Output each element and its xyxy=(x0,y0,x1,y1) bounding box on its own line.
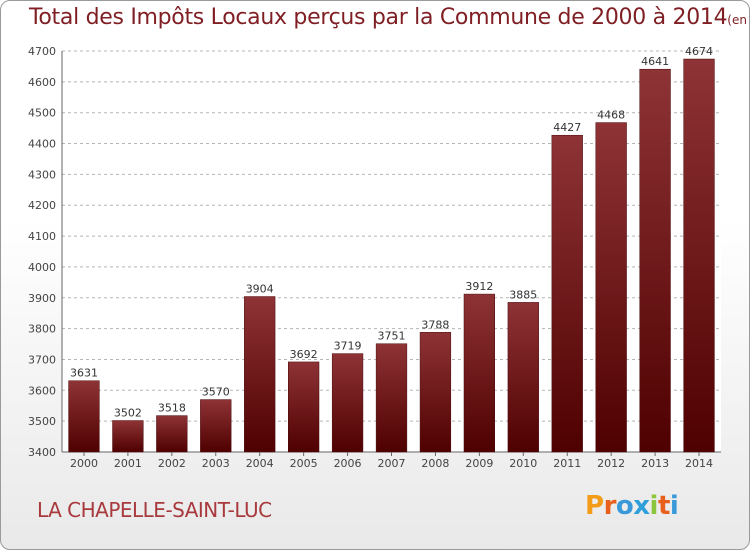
x-tick-label: 2004 xyxy=(246,457,274,470)
bar xyxy=(507,302,539,453)
y-tick-label: 4100 xyxy=(28,230,56,243)
bar xyxy=(375,343,408,453)
y-tick-label: 4300 xyxy=(28,168,56,181)
brand-letter: t xyxy=(657,491,670,521)
y-tick-label: 4700 xyxy=(28,45,56,58)
x-tick-label: 2010 xyxy=(509,457,537,470)
y-tick-label: 3500 xyxy=(28,415,56,428)
y-tick-label: 3800 xyxy=(28,323,56,336)
y-tick-label: 3700 xyxy=(28,353,56,366)
data-label: 3885 xyxy=(509,288,537,301)
data-label: 3751 xyxy=(378,330,406,343)
bar xyxy=(68,380,100,453)
chart-title-text: Total des Impôts Locaux perçus par la Co… xyxy=(29,5,728,30)
x-tick-label: 2002 xyxy=(158,457,186,470)
y-tick-label: 3400 xyxy=(28,446,56,459)
brand-logo: Proxiti xyxy=(585,491,679,521)
x-tick-label: 2009 xyxy=(465,457,493,470)
brand-letter: x xyxy=(633,491,650,521)
brand-letter: r xyxy=(603,491,617,521)
y-tick-label: 4500 xyxy=(28,107,56,120)
brand-letter: i xyxy=(649,491,659,521)
data-label: 3570 xyxy=(202,386,230,399)
x-tick-label: 2012 xyxy=(597,457,625,470)
x-tick-label: 2013 xyxy=(641,457,669,470)
bar xyxy=(244,296,276,453)
data-label: 3692 xyxy=(290,348,318,361)
x-tick-label: 2000 xyxy=(70,457,98,470)
bar xyxy=(419,332,452,453)
data-label: 3719 xyxy=(334,340,362,353)
x-tick-label: 2014 xyxy=(685,457,713,470)
bar xyxy=(288,361,320,453)
y-tick-label: 4400 xyxy=(28,138,56,151)
brand-letter: o xyxy=(615,491,634,521)
data-label: 4674 xyxy=(685,45,713,58)
x-tick-label: 2001 xyxy=(114,457,142,470)
bar xyxy=(551,134,583,453)
y-tick-label: 4200 xyxy=(28,199,56,212)
bar xyxy=(639,68,671,453)
data-label: 4468 xyxy=(597,109,625,122)
bar xyxy=(200,399,232,453)
data-label: 4641 xyxy=(641,55,669,68)
commune-name: LA CHAPELLE-SAINT-LUC xyxy=(37,498,272,522)
x-tick-label: 2007 xyxy=(378,457,406,470)
data-label: 3518 xyxy=(158,402,186,415)
y-tick-label: 3600 xyxy=(28,384,56,397)
bar xyxy=(463,293,495,453)
x-tick-label: 2011 xyxy=(553,457,581,470)
y-tick-label: 3900 xyxy=(28,292,56,305)
bar xyxy=(331,353,364,453)
brand-letter: P xyxy=(585,491,604,521)
data-label: 3912 xyxy=(465,280,493,293)
bar xyxy=(683,58,715,453)
x-tick-label: 2008 xyxy=(421,457,449,470)
x-tick-label: 2006 xyxy=(334,457,362,470)
chart-unit: (en milliers d'€) xyxy=(727,13,749,27)
data-label: 4427 xyxy=(553,121,581,134)
x-tick-label: 2003 xyxy=(202,457,230,470)
y-tick-label: 4600 xyxy=(28,76,56,89)
bar xyxy=(112,420,144,453)
chart-title: Total des Impôts Locaux perçus par la Co… xyxy=(29,5,749,30)
bar xyxy=(595,122,627,453)
data-label: 3788 xyxy=(421,318,449,331)
bar xyxy=(156,415,188,453)
x-tick-label: 2005 xyxy=(290,457,318,470)
y-tick-label: 4000 xyxy=(28,261,56,274)
data-label: 3502 xyxy=(114,407,142,420)
data-label: 3631 xyxy=(70,367,98,380)
brand-letter: i xyxy=(669,491,679,521)
data-label: 3904 xyxy=(246,283,274,296)
